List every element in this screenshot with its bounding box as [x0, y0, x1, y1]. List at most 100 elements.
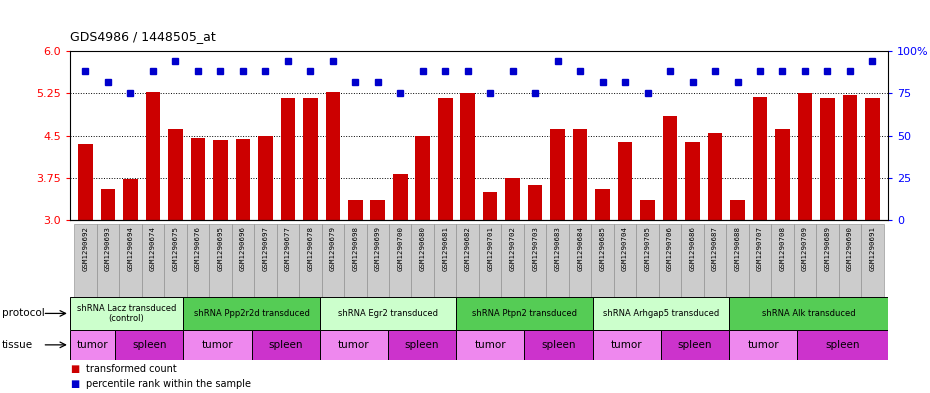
Bar — [235, 139, 250, 220]
Text: tumor: tumor — [76, 340, 108, 350]
Bar — [141, 224, 165, 297]
Bar — [798, 93, 812, 220]
Text: GSM1290680: GSM1290680 — [419, 226, 426, 271]
Bar — [123, 179, 138, 220]
Text: tumor: tumor — [611, 340, 643, 350]
Text: GSM1290700: GSM1290700 — [397, 226, 404, 271]
Bar — [115, 330, 183, 360]
Text: shRNA Egr2 transduced: shRNA Egr2 transduced — [338, 309, 438, 318]
Bar — [591, 224, 614, 297]
Bar — [685, 142, 700, 220]
Bar — [252, 330, 320, 360]
Bar — [281, 98, 295, 220]
Bar — [661, 330, 729, 360]
Bar — [682, 224, 704, 297]
Text: GSM1290708: GSM1290708 — [779, 226, 786, 271]
Text: spleen: spleen — [269, 340, 303, 350]
Bar — [70, 297, 183, 330]
Text: GSM1290701: GSM1290701 — [487, 226, 493, 271]
Bar — [209, 224, 232, 297]
Text: tumor: tumor — [748, 340, 779, 350]
Bar — [501, 224, 524, 297]
Text: tumor: tumor — [339, 340, 370, 350]
Bar — [658, 224, 682, 297]
Bar — [817, 224, 839, 297]
Text: GSM1290693: GSM1290693 — [105, 226, 111, 271]
Bar — [320, 330, 388, 360]
Text: GSM1290709: GSM1290709 — [802, 226, 808, 271]
Text: shRNA Alk transduced: shRNA Alk transduced — [762, 309, 856, 318]
Text: spleen: spleen — [826, 340, 860, 350]
Bar — [843, 95, 857, 220]
Bar — [393, 174, 407, 220]
Text: GSM1290681: GSM1290681 — [443, 226, 448, 271]
Bar — [839, 224, 861, 297]
Bar — [100, 189, 115, 220]
Text: GSM1290675: GSM1290675 — [172, 226, 179, 271]
Bar — [771, 224, 793, 297]
Bar — [729, 297, 888, 330]
Text: GSM1290702: GSM1290702 — [510, 226, 515, 271]
Bar — [344, 224, 366, 297]
Text: GSM1290699: GSM1290699 — [375, 226, 380, 271]
Bar — [416, 136, 430, 220]
Bar — [551, 129, 565, 220]
Text: spleen: spleen — [405, 340, 439, 350]
Text: GSM1290682: GSM1290682 — [465, 226, 471, 271]
Bar — [865, 98, 880, 220]
Bar — [366, 224, 389, 297]
Bar — [479, 224, 501, 297]
Bar — [183, 330, 252, 360]
Text: GSM1290706: GSM1290706 — [667, 226, 673, 271]
Bar — [483, 192, 498, 220]
Text: GSM1290683: GSM1290683 — [554, 226, 561, 271]
Bar — [573, 129, 588, 220]
Bar — [704, 224, 726, 297]
Bar — [320, 297, 457, 330]
Bar — [254, 224, 276, 297]
Text: GSM1290676: GSM1290676 — [195, 226, 201, 271]
Bar — [299, 224, 322, 297]
Bar — [708, 133, 723, 220]
Text: GSM1290690: GSM1290690 — [847, 226, 853, 271]
Text: GSM1290692: GSM1290692 — [83, 226, 88, 271]
Text: GSM1290705: GSM1290705 — [644, 226, 651, 271]
Bar — [411, 224, 434, 297]
Text: tumor: tumor — [474, 340, 506, 350]
Bar — [70, 330, 115, 360]
Bar — [389, 224, 411, 297]
Text: GSM1290695: GSM1290695 — [218, 226, 223, 271]
Bar — [457, 297, 592, 330]
Bar — [525, 330, 592, 360]
Text: spleen: spleen — [541, 340, 576, 350]
Text: GSM1290704: GSM1290704 — [622, 226, 628, 271]
Bar — [457, 330, 525, 360]
Bar — [78, 144, 93, 220]
Bar — [388, 330, 457, 360]
Bar — [303, 98, 318, 220]
Bar — [729, 330, 797, 360]
Text: GSM1290674: GSM1290674 — [150, 226, 156, 271]
Text: GSM1290684: GSM1290684 — [578, 226, 583, 271]
Bar — [797, 330, 888, 360]
Bar — [636, 224, 658, 297]
Bar — [183, 297, 320, 330]
Text: tumor: tumor — [202, 340, 233, 350]
Bar — [74, 224, 97, 297]
Text: transformed count: transformed count — [86, 364, 178, 373]
Bar — [663, 116, 677, 220]
Bar — [457, 224, 479, 297]
Text: GSM1290678: GSM1290678 — [307, 226, 313, 271]
Bar — [524, 224, 547, 297]
Bar — [213, 140, 228, 220]
Text: GSM1290685: GSM1290685 — [600, 226, 605, 271]
Bar — [776, 129, 790, 220]
Text: percentile rank within the sample: percentile rank within the sample — [86, 379, 251, 389]
Bar — [592, 330, 661, 360]
Text: GSM1290694: GSM1290694 — [127, 226, 134, 271]
Bar — [592, 297, 729, 330]
Text: shRNA Arhgap5 transduced: shRNA Arhgap5 transduced — [603, 309, 719, 318]
Bar — [165, 224, 187, 297]
Text: GSM1290691: GSM1290691 — [870, 226, 875, 271]
Bar — [726, 224, 749, 297]
